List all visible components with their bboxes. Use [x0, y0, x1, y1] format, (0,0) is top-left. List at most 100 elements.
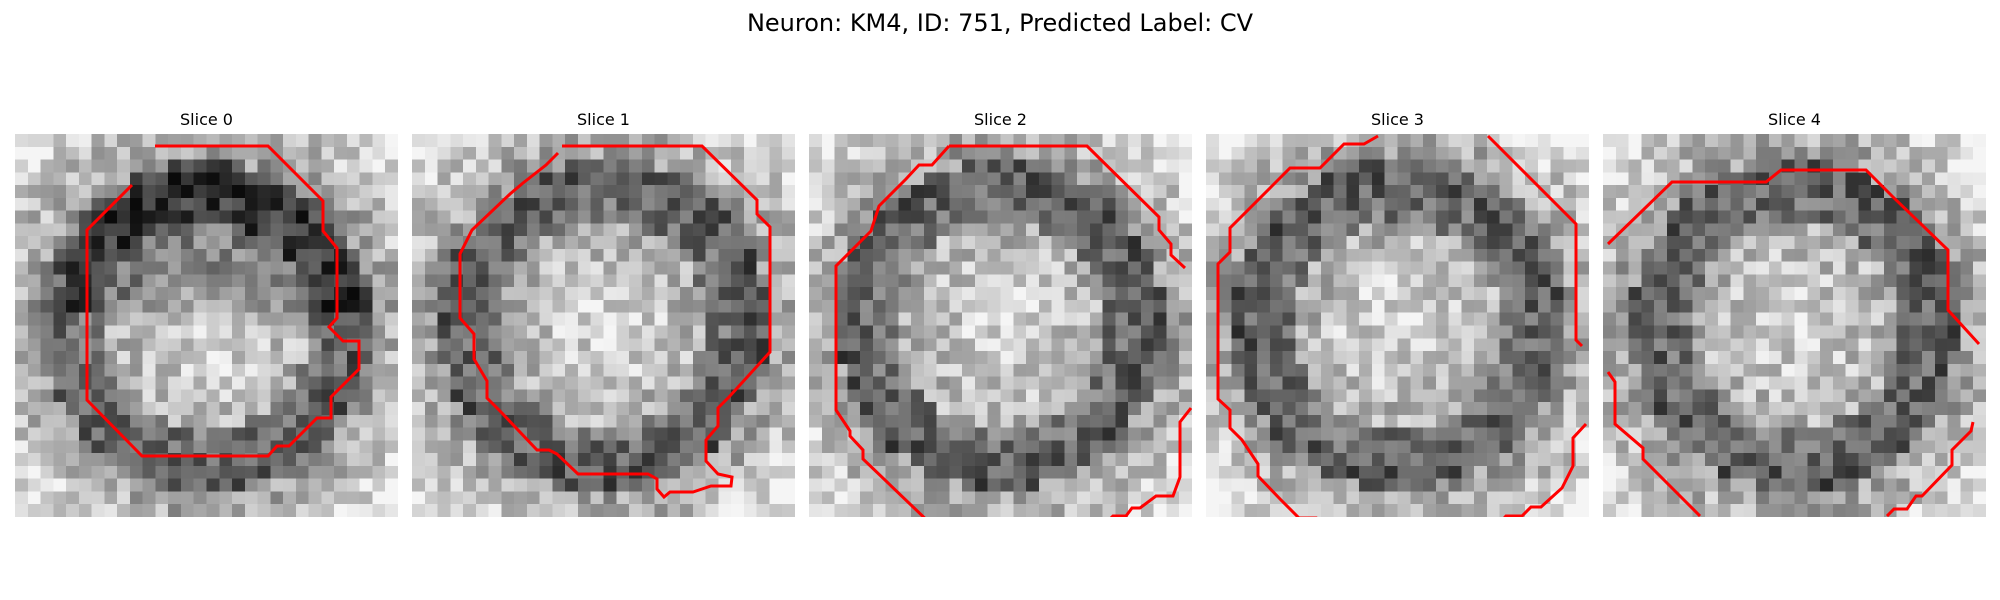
- image-pixel: [1845, 287, 1859, 301]
- image-pixel: [1730, 440, 1745, 454]
- image-pixel: [1717, 491, 1732, 505]
- image-pixel: [1474, 427, 1488, 441]
- image-pixel: [372, 504, 386, 517]
- image-pixel: [911, 134, 925, 148]
- image-pixel: [15, 172, 29, 186]
- image-pixel: [1563, 351, 1577, 365]
- image-pixel: [1705, 236, 1719, 250]
- image-pixel: [1333, 376, 1348, 390]
- image-pixel: [488, 478, 502, 493]
- image-pixel: [1089, 478, 1104, 493]
- image-pixel: [514, 351, 528, 365]
- image-pixel: [872, 427, 887, 441]
- image-pixel: [1308, 134, 1322, 148]
- image-pixel: [577, 299, 592, 314]
- image-pixel: [1730, 248, 1745, 263]
- image-pixel: [1666, 402, 1681, 416]
- image-pixel: [232, 210, 246, 224]
- image-pixel: [526, 236, 541, 250]
- image-pixel: [270, 172, 284, 186]
- image-pixel: [539, 351, 554, 365]
- image-pixel: [1295, 172, 1309, 186]
- image-pixel: [1231, 363, 1245, 378]
- image-pixel: [53, 414, 67, 429]
- image-pixel: [1922, 287, 1936, 301]
- image-pixel: [1244, 197, 1258, 212]
- image-pixel: [654, 197, 668, 212]
- image-pixel: [66, 338, 80, 352]
- image-pixel: [1743, 325, 1757, 339]
- image-pixel: [1218, 287, 1233, 301]
- image-pixel: [372, 248, 386, 263]
- image-pixel: [1628, 414, 1642, 429]
- image-pixel: [1871, 261, 1885, 276]
- image-pixel: [1858, 248, 1872, 263]
- image-pixel: [129, 389, 144, 403]
- image-pixel: [809, 223, 823, 237]
- image-pixel: [1064, 312, 1078, 327]
- image-pixel: [1896, 351, 1910, 365]
- image-pixel: [629, 185, 643, 199]
- image-pixel: [385, 172, 398, 186]
- image-pixel: [821, 504, 836, 517]
- image-pixel: [1654, 504, 1668, 517]
- image-pixel: [257, 351, 271, 365]
- image-pixel: [40, 427, 54, 441]
- image-pixel: [872, 172, 887, 186]
- image-pixel: [359, 363, 374, 378]
- image-pixel: [667, 236, 681, 250]
- image-pixel: [667, 402, 681, 416]
- image-pixel: [1537, 134, 1552, 148]
- image-pixel: [283, 338, 297, 352]
- image-pixel: [1038, 414, 1053, 429]
- image-pixel: [1051, 312, 1065, 327]
- image-pixel: [1384, 453, 1399, 467]
- image-pixel: [1115, 453, 1129, 467]
- image-pixel: [1883, 197, 1898, 212]
- image-pixel: [15, 453, 29, 467]
- image-pixel: [590, 261, 605, 276]
- image-pixel: [1717, 414, 1732, 429]
- image-pixel: [629, 376, 643, 390]
- image-pixel: [949, 491, 963, 505]
- image-pixel: [629, 197, 643, 212]
- image-pixel: [180, 491, 195, 505]
- image-pixel: [923, 465, 938, 480]
- image-pixel: [705, 389, 719, 403]
- image-pixel: [1807, 223, 1821, 237]
- image-pixel: [1244, 338, 1258, 352]
- image-pixel: [1166, 210, 1180, 224]
- image-pixel: [1102, 478, 1116, 493]
- image-pixel: [1423, 134, 1437, 148]
- image-pixel: [78, 504, 93, 517]
- image-pixel: [1832, 376, 1847, 390]
- image-pixel: [1320, 210, 1335, 224]
- image-pixel: [1115, 402, 1129, 416]
- image-pixel: [847, 261, 861, 276]
- image-pixel: [104, 274, 118, 288]
- slice-title: Slice 0: [180, 110, 233, 129]
- image-pixel: [1423, 299, 1437, 314]
- image-pixel: [1077, 453, 1091, 467]
- image-pixel: [974, 248, 989, 263]
- image-pixel: [1563, 159, 1577, 173]
- image-pixel: [1820, 414, 1834, 429]
- image-pixel: [437, 402, 451, 416]
- image-pixel: [974, 402, 989, 416]
- image-pixel: [526, 414, 541, 429]
- image-pixel: [1807, 210, 1821, 224]
- image-pixel: [1499, 363, 1513, 378]
- image-pixel: [1448, 287, 1462, 301]
- image-pixel: [629, 478, 643, 493]
- image-pixel: [53, 287, 67, 301]
- image-pixel: [463, 299, 477, 314]
- image-pixel: [15, 197, 29, 212]
- image-pixel: [270, 338, 284, 352]
- image-pixel: [1051, 427, 1065, 441]
- image-pixel: [1832, 325, 1847, 339]
- image-pixel: [1282, 159, 1296, 173]
- image-pixel: [270, 159, 284, 173]
- image-pixel: [1679, 465, 1693, 480]
- image-pixel: [1845, 312, 1859, 327]
- image-pixel: [987, 478, 1002, 493]
